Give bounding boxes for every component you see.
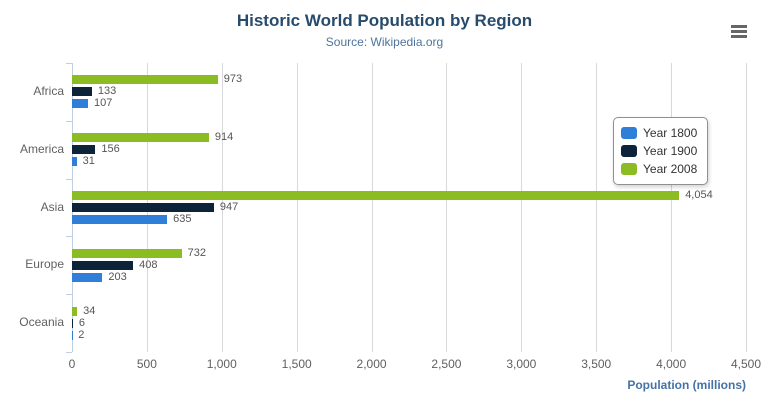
bar-value-label: 732: [187, 246, 206, 259]
bar-value-label: 34: [83, 304, 96, 317]
legend-label: Year 2008: [643, 162, 698, 176]
bar-value-label: 408: [139, 258, 158, 271]
hamburger-menu-icon: [731, 25, 747, 28]
legend-item-year-1900[interactable]: Year 1900: [621, 142, 697, 160]
gridline: [596, 63, 598, 352]
category-axis-tick: [66, 63, 72, 64]
category-axis-tick: [66, 236, 72, 238]
gridline: [371, 63, 373, 352]
category-axis-tick: [66, 294, 72, 296]
export-menu-button[interactable]: [731, 24, 749, 39]
x-axis-tick-label: 2,500: [431, 357, 462, 371]
chart-subtitle: Source: Wikipedia.org: [325, 35, 444, 49]
x-axis-tick-label: 3,500: [581, 357, 612, 371]
x-axis-tick-label: 4,000: [656, 357, 687, 371]
bar-year-1900[interactable]: [72, 260, 134, 270]
legend-item-year-2008[interactable]: Year 2008: [621, 160, 697, 178]
category-axis-tick: [66, 352, 72, 353]
bar-year-1900[interactable]: [72, 87, 92, 97]
bar-year-1900[interactable]: [72, 318, 73, 328]
category-label: Africa: [33, 83, 64, 98]
x-axis-tick-label: 1,000: [206, 357, 237, 371]
bar-year-1800[interactable]: [72, 215, 168, 224]
bar-value-label: 156: [101, 143, 120, 156]
bar-value-label: 947: [219, 201, 239, 213]
gridline: [446, 63, 448, 352]
legend: Year 1800 Year 1900 Year 2008: [613, 117, 709, 185]
gridline: [221, 63, 223, 352]
chart-title: Historic World Population by Region: [236, 11, 533, 30]
bar-year-1900[interactable]: [72, 145, 96, 155]
bar-value-label: 31: [82, 155, 95, 168]
bar-year-2008[interactable]: [72, 75, 218, 85]
bar-year-2008[interactable]: [72, 191, 680, 200]
legend-label: Year 1800: [643, 126, 698, 140]
legend-item-year-1800[interactable]: Year 1800: [621, 124, 697, 142]
gridline: [671, 63, 673, 352]
legend-symbol-icon: [621, 145, 637, 157]
category-label: Oceania: [19, 315, 64, 330]
category-label: Europe: [25, 257, 64, 272]
gridline: [746, 63, 747, 352]
bar-year-1800[interactable]: [72, 157, 77, 167]
bar-year-1800[interactable]: [72, 99, 89, 109]
bar-value-label: 107: [94, 97, 113, 110]
legend-label: Year 1900: [643, 144, 698, 158]
x-axis-tick-label: 4,500: [730, 357, 762, 371]
gridline: [296, 63, 298, 352]
x-axis-tick-label: 1,500: [281, 357, 312, 371]
bar-value-label: 4,054: [685, 189, 713, 201]
bar-year-2008[interactable]: [72, 248, 182, 258]
x-axis-tick-label: 3,000: [506, 357, 537, 371]
hamburger-menu-icon: [731, 30, 747, 33]
bar-value-label: 133: [97, 85, 117, 98]
bar-value-label: 635: [173, 213, 192, 225]
bar-value-label: 2: [78, 328, 85, 341]
bar-value-label: 914: [214, 131, 234, 144]
bar-year-1800[interactable]: [72, 272, 103, 282]
bar-year-1900[interactable]: [72, 203, 214, 212]
x-axis-tick-label: 2,000: [356, 357, 387, 371]
category-label: Asia: [40, 199, 64, 214]
category-label: America: [19, 141, 64, 156]
category-axis-tick: [66, 120, 72, 122]
bar-value-label: 973: [223, 73, 243, 86]
x-axis-tick-label: 0: [68, 357, 76, 371]
legend-symbol-icon: [621, 127, 637, 139]
x-axis-title: Population (millions): [627, 378, 746, 392]
hamburger-menu-icon: [731, 35, 747, 38]
bar-year-2008[interactable]: [72, 306, 78, 316]
x-axis-tick-label: 500: [136, 357, 157, 371]
gridline: [521, 63, 523, 352]
bar-year-2008[interactable]: [72, 133, 209, 143]
category-axis-tick: [66, 178, 72, 180]
legend-symbol-icon: [621, 163, 637, 175]
bar-value-label: 6: [78, 316, 86, 329]
bar-value-label: 203: [108, 270, 127, 283]
